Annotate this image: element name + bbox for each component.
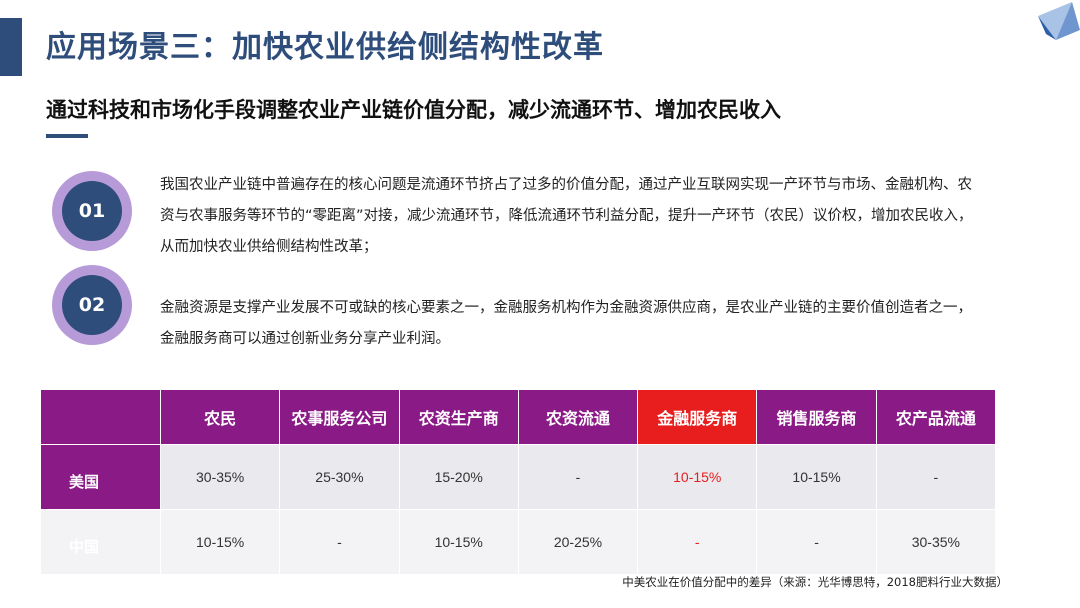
- table-cell: 30-35%: [875, 509, 997, 575]
- table-row: 美国 30-35% 25-30% 15-20% - 10-15% 10-15% …: [40, 444, 997, 510]
- value-distribution-table: 农民 农事服务公司 农资生产商 农资流通 金融服务商 销售服务商 农产品流通 美…: [40, 389, 997, 575]
- column-header: 农资生产商: [398, 389, 519, 445]
- table-caption: 中美农业在价值分配中的差异（来源：光华博思特，2018肥料行业大数据）: [622, 575, 1008, 589]
- table-cell: 10-15%: [398, 509, 519, 575]
- table-cell: -: [875, 444, 997, 510]
- row-label: 美国: [40, 444, 161, 510]
- column-header: 销售服务商: [756, 389, 877, 445]
- column-header: 农事服务公司: [279, 389, 400, 445]
- table-cell: 30-35%: [159, 444, 281, 510]
- point-text-02: 金融资源是支撑产业发展不可或缺的核心要素之一，金融服务机构作为金融资源供应商，是…: [160, 300, 972, 347]
- point-badge-01: 01: [52, 171, 132, 251]
- column-header: 农民: [159, 389, 281, 445]
- column-header-highlight: 金融服务商: [637, 389, 758, 445]
- table-cell: -: [517, 444, 639, 510]
- table-cell-highlight: -: [637, 509, 758, 575]
- table-row: 中国 10-15% - 10-15% 20-25% - - 30-35%: [40, 509, 997, 575]
- table-cell: 10-15%: [159, 509, 281, 575]
- table-header-row: 农民 农事服务公司 农资生产商 农资流通 金融服务商 销售服务商 农产品流通: [40, 389, 997, 445]
- column-header: 农产品流通: [875, 389, 997, 445]
- corner-decoration: [1038, 2, 1080, 40]
- table-cell: 25-30%: [279, 444, 400, 510]
- table-cell: -: [279, 509, 400, 575]
- table-cell-highlight: 10-15%: [637, 444, 758, 510]
- point-text-01: 我国农业产业链中普遍存在的核心问题是流通环节挤占了过多的价值分配，通过产业互联网…: [160, 177, 973, 255]
- point-number: 01: [62, 181, 122, 241]
- slide-title: 应用场景三：加快农业供给侧结构性改革: [46, 30, 604, 65]
- table-cell: 20-25%: [517, 509, 639, 575]
- row-label: 中国: [40, 509, 161, 575]
- table-cell: 15-20%: [398, 444, 519, 510]
- subtitle-underline: [46, 134, 88, 138]
- point-number: 02: [62, 275, 122, 335]
- column-header: 农资流通: [517, 389, 639, 445]
- title-accent-bar: [0, 18, 22, 76]
- table-cell: -: [756, 509, 877, 575]
- point-badge-02: 02: [52, 265, 132, 345]
- table-corner-cell: [40, 389, 161, 445]
- slide-subtitle: 通过科技和市场化手段调整农业产业链价值分配，减少流通环节、增加农民收入: [46, 98, 781, 122]
- table-cell: 10-15%: [756, 444, 877, 510]
